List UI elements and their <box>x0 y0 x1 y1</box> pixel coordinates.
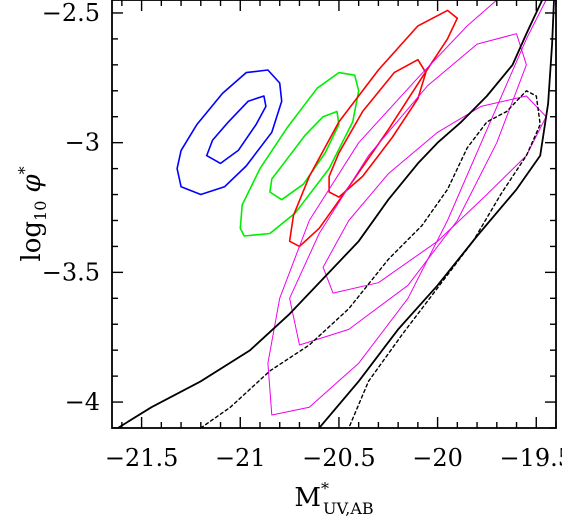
x-axis-label-main: M <box>294 483 321 513</box>
x-axis-label-sub: UV,AB <box>323 499 374 518</box>
plot-frame <box>111 0 557 429</box>
contour-line-11 <box>318 0 555 428</box>
contour-line-5 <box>288 9 459 248</box>
contour-line-3 <box>239 71 360 237</box>
series-layer <box>117 0 555 428</box>
x-tick-label: −21.5 <box>105 444 179 472</box>
y-axis-label: log10 φ* <box>15 166 50 261</box>
contour-line-1 <box>176 69 283 196</box>
y-tick-label: −4 <box>65 388 100 416</box>
tick-layer <box>112 0 557 429</box>
x-axis-label: M* UV,AB <box>294 479 373 518</box>
x-axis-label-sup: * <box>321 479 329 498</box>
x-tick-label: −21 <box>215 444 266 472</box>
y-axis-label-sup: * <box>15 166 34 174</box>
y-axis-label-main: log <box>17 221 47 262</box>
contour-line-9 <box>322 95 547 294</box>
label-layer: −21.5 −21 −20.5 −20 −19.5 −4 −3.5 −3 −2.5 <box>42 0 562 472</box>
y-axis-label-sub: 10 <box>31 201 50 221</box>
contour-line-7 <box>267 0 547 416</box>
contour-line-10 <box>117 0 544 428</box>
contour-line-2 <box>205 95 267 165</box>
y-tick-label: −2.5 <box>42 0 100 27</box>
contour-line-8 <box>289 33 527 346</box>
x-tick-label: −20 <box>412 444 463 472</box>
y-tick-label: −3.5 <box>42 258 100 286</box>
y-axis-label-sym: φ <box>17 174 47 193</box>
x-tick-label: −19.5 <box>499 444 562 472</box>
x-tick-label: −20.5 <box>302 444 376 472</box>
contour-line-4 <box>269 110 340 201</box>
y-tick-label: −3 <box>65 129 100 157</box>
contour-line-12 <box>200 90 541 428</box>
contour-line-6 <box>328 58 427 198</box>
